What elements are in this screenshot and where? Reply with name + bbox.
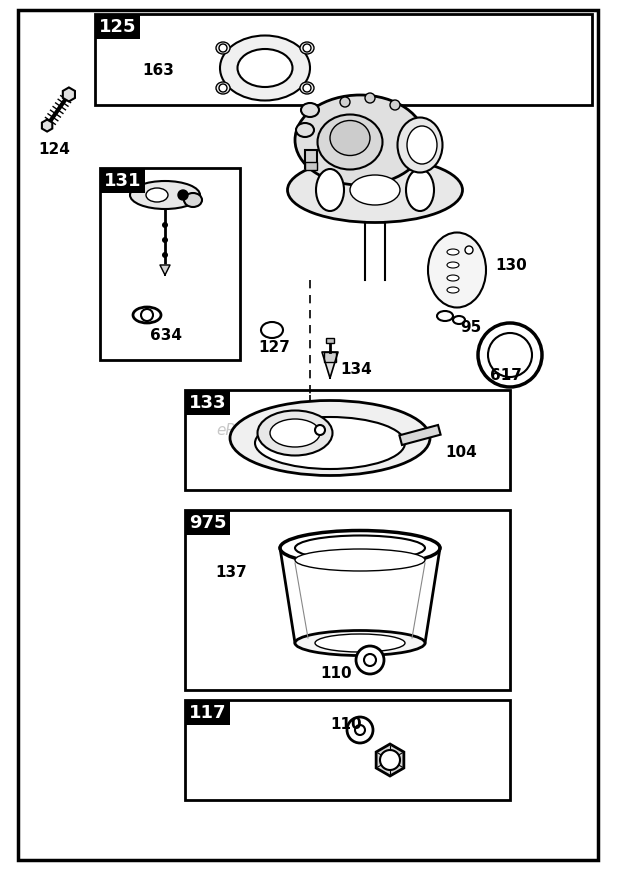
Bar bbox=[185, 390, 510, 490]
Circle shape bbox=[364, 654, 376, 666]
Ellipse shape bbox=[255, 417, 405, 469]
Text: 634: 634 bbox=[150, 328, 182, 343]
Ellipse shape bbox=[237, 49, 293, 87]
Ellipse shape bbox=[317, 114, 383, 170]
Ellipse shape bbox=[330, 121, 370, 156]
Circle shape bbox=[315, 425, 325, 435]
Ellipse shape bbox=[216, 42, 230, 54]
Circle shape bbox=[340, 97, 350, 107]
Ellipse shape bbox=[288, 157, 463, 223]
Ellipse shape bbox=[184, 193, 202, 207]
Text: 617: 617 bbox=[490, 368, 522, 383]
Ellipse shape bbox=[350, 175, 400, 205]
Circle shape bbox=[365, 93, 375, 103]
Text: 975: 975 bbox=[189, 514, 226, 532]
Bar bbox=[185, 700, 510, 800]
Text: 110: 110 bbox=[330, 717, 361, 732]
Ellipse shape bbox=[296, 123, 314, 137]
Ellipse shape bbox=[428, 232, 486, 308]
Bar bbox=[185, 510, 510, 690]
Ellipse shape bbox=[315, 634, 405, 652]
Ellipse shape bbox=[447, 249, 459, 255]
Bar bbox=[326, 338, 334, 343]
Text: 131: 131 bbox=[104, 172, 141, 190]
Circle shape bbox=[465, 246, 473, 254]
Ellipse shape bbox=[295, 536, 425, 560]
Circle shape bbox=[356, 646, 384, 674]
Text: 104: 104 bbox=[445, 445, 477, 460]
Circle shape bbox=[162, 222, 168, 228]
Ellipse shape bbox=[300, 82, 314, 94]
Text: 125: 125 bbox=[99, 18, 136, 36]
Circle shape bbox=[355, 725, 365, 735]
Text: 133: 133 bbox=[189, 394, 226, 412]
Bar bbox=[324, 352, 336, 362]
Bar bbox=[305, 150, 317, 168]
Polygon shape bbox=[376, 744, 404, 776]
Circle shape bbox=[303, 44, 311, 52]
Ellipse shape bbox=[453, 316, 465, 324]
Polygon shape bbox=[42, 120, 52, 132]
Text: 95: 95 bbox=[460, 320, 481, 335]
Text: 163: 163 bbox=[142, 63, 174, 78]
Circle shape bbox=[141, 309, 153, 321]
Bar bbox=[100, 168, 240, 360]
Circle shape bbox=[178, 190, 188, 200]
Ellipse shape bbox=[407, 126, 437, 164]
Ellipse shape bbox=[397, 117, 443, 172]
Ellipse shape bbox=[300, 42, 314, 54]
Circle shape bbox=[347, 717, 373, 743]
Ellipse shape bbox=[295, 630, 425, 656]
Ellipse shape bbox=[447, 287, 459, 293]
Ellipse shape bbox=[133, 307, 161, 323]
Circle shape bbox=[380, 750, 400, 770]
Text: 124: 124 bbox=[38, 142, 70, 157]
Polygon shape bbox=[322, 352, 338, 378]
Text: 110: 110 bbox=[320, 666, 352, 681]
Bar bbox=[399, 425, 441, 445]
Ellipse shape bbox=[257, 411, 332, 455]
Ellipse shape bbox=[437, 311, 453, 321]
Text: eReplacementParts.com: eReplacementParts.com bbox=[216, 422, 404, 438]
Ellipse shape bbox=[295, 549, 425, 571]
Ellipse shape bbox=[270, 419, 320, 447]
Circle shape bbox=[390, 100, 400, 110]
Text: 137: 137 bbox=[215, 565, 247, 580]
Polygon shape bbox=[63, 87, 75, 101]
Circle shape bbox=[162, 252, 168, 258]
Ellipse shape bbox=[301, 103, 319, 117]
Circle shape bbox=[162, 237, 168, 243]
Ellipse shape bbox=[406, 169, 434, 211]
Ellipse shape bbox=[447, 262, 459, 268]
Ellipse shape bbox=[447, 275, 459, 281]
Text: 130: 130 bbox=[495, 258, 527, 273]
Ellipse shape bbox=[216, 82, 230, 94]
Ellipse shape bbox=[146, 188, 168, 202]
Bar bbox=[305, 162, 317, 170]
Ellipse shape bbox=[295, 95, 425, 185]
Ellipse shape bbox=[280, 531, 440, 565]
Text: 134: 134 bbox=[340, 362, 372, 377]
Bar bbox=[95, 14, 592, 105]
Ellipse shape bbox=[130, 181, 200, 209]
Circle shape bbox=[303, 84, 311, 92]
Ellipse shape bbox=[230, 400, 430, 475]
Text: 117: 117 bbox=[189, 704, 226, 722]
Ellipse shape bbox=[261, 322, 283, 338]
Text: 127: 127 bbox=[258, 340, 290, 355]
Polygon shape bbox=[160, 265, 170, 275]
Circle shape bbox=[219, 44, 227, 52]
Circle shape bbox=[488, 333, 532, 377]
Circle shape bbox=[219, 84, 227, 92]
Ellipse shape bbox=[316, 169, 344, 211]
Ellipse shape bbox=[220, 36, 310, 101]
